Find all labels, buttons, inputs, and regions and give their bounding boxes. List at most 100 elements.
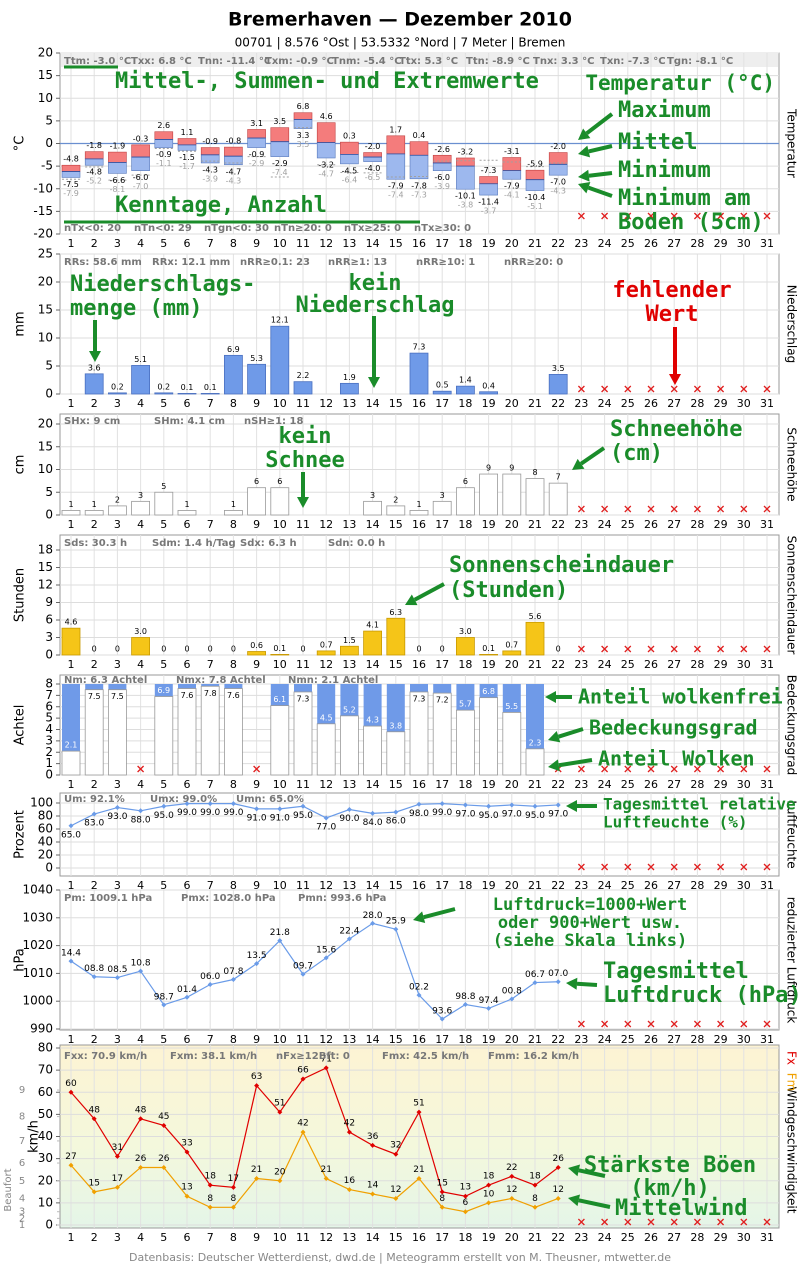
x-tick-label: 3 xyxy=(114,1231,121,1244)
value-label: 48 xyxy=(135,1105,147,1115)
value-label: 65.0 xyxy=(61,830,81,840)
x-tick-label: 7 xyxy=(207,1231,214,1244)
annotation: Boden (5cm) xyxy=(618,210,764,235)
side-label: Temperatur xyxy=(785,108,799,178)
x-tick-label: 27 xyxy=(667,879,681,892)
x-tick-label: 13 xyxy=(342,518,356,531)
missing-marker xyxy=(693,505,701,513)
x-tick-label: 29 xyxy=(714,1231,728,1244)
value-label: 1 xyxy=(68,500,73,509)
x-tick-label: 30 xyxy=(737,778,751,791)
stat: nFx≥12Bft: 0 xyxy=(276,1051,350,1062)
x-tick-label: 5 xyxy=(160,879,167,892)
min-label: -2.9 xyxy=(272,159,288,168)
max-mean-box xyxy=(525,169,545,180)
annotation: Mittelwind xyxy=(615,1196,747,1221)
value-label: 99.0 xyxy=(432,808,452,818)
value-label: 6 xyxy=(254,477,259,486)
x-tick-label: 2 xyxy=(91,658,98,671)
x-tick-label: 12 xyxy=(319,1033,333,1046)
missing-marker xyxy=(740,863,748,871)
ground-min-label: -1.7 xyxy=(179,162,195,171)
min-label: -7.9 xyxy=(504,182,520,191)
point xyxy=(323,955,329,961)
x-tick-label: 13 xyxy=(342,1033,356,1046)
point xyxy=(555,802,561,808)
missing-marker xyxy=(693,385,701,393)
x-tick-label: 10 xyxy=(273,1231,287,1244)
x-tick-label: 12 xyxy=(319,397,333,410)
x-tick-label: 8 xyxy=(230,397,237,410)
y-tick-label: 1040 xyxy=(22,883,53,897)
x-tick-label: 22 xyxy=(551,879,565,892)
max-mean-box xyxy=(363,152,382,158)
annotation: Schnee xyxy=(265,448,344,473)
x-tick-label: 11 xyxy=(296,1231,310,1244)
stat: Sdm: 1.4 h/Tag xyxy=(152,538,236,549)
annotation-arrow xyxy=(558,758,593,768)
missing-marker xyxy=(763,1218,771,1226)
value-label: 12 xyxy=(552,1185,563,1195)
x-tick-label: 9 xyxy=(253,658,260,671)
point xyxy=(509,802,515,808)
x-tick-label: 9 xyxy=(253,1033,260,1046)
x-tick-label: 21 xyxy=(528,397,542,410)
x-tick-label: 17 xyxy=(435,1231,449,1244)
point xyxy=(254,806,260,812)
missing-marker xyxy=(740,765,748,773)
stat: Pm: 1009.1 hPa xyxy=(64,893,152,904)
value-label: 97.0 xyxy=(548,809,568,819)
x-tick-label: 14 xyxy=(366,1231,380,1244)
stat-bottom: nTx<0: 20 xyxy=(64,223,121,234)
annotation-arrow xyxy=(413,582,445,602)
y-axis-label: mm xyxy=(13,311,28,336)
missing-marker xyxy=(693,765,701,773)
stat: RRs: 58.6 mm xyxy=(64,257,142,268)
missing-marker xyxy=(577,505,585,513)
cloud-part xyxy=(363,725,383,776)
value-label: 0.4 xyxy=(482,381,495,390)
value-label: 18 xyxy=(204,1172,216,1182)
max-label: -0.8 xyxy=(226,137,242,146)
x-tick-label: 28 xyxy=(690,658,704,671)
x-tick-label: 10 xyxy=(273,1033,287,1046)
x-tick-label: 28 xyxy=(690,237,704,250)
x-tick-label: 1 xyxy=(68,397,75,410)
value-label: 7.3 xyxy=(297,694,310,703)
missing-marker xyxy=(577,1020,585,1028)
ground-min-label: -3.8 xyxy=(458,201,474,210)
missing-marker xyxy=(647,863,655,871)
missing-marker xyxy=(670,1020,678,1028)
point xyxy=(555,1164,561,1170)
point xyxy=(370,920,376,926)
x-tick-label: 4 xyxy=(137,1033,144,1046)
value-label: 8 xyxy=(532,468,537,477)
value-label: 4.6 xyxy=(65,618,78,627)
max-label: 3.1 xyxy=(250,119,263,128)
missing-marker xyxy=(601,212,609,220)
missing-marker xyxy=(137,765,145,773)
x-tick-label: 26 xyxy=(644,1231,658,1244)
footer: Datenbasis: Deutscher Wetterdienst, dwd.… xyxy=(129,1251,671,1264)
point xyxy=(68,1162,74,1168)
point xyxy=(532,1204,538,1210)
max-label: 1.1 xyxy=(181,128,194,137)
stat: Ttx: 5.3 °C xyxy=(399,56,458,67)
x-tick-label: 8 xyxy=(230,658,237,671)
y-tick-label: 10 xyxy=(38,91,53,105)
x-tick-label: 4 xyxy=(137,237,144,250)
y-tick-label: 40 xyxy=(38,1129,53,1143)
annotation-arrowhead xyxy=(405,594,418,606)
value-label: 17 xyxy=(228,1174,239,1184)
missing-marker xyxy=(601,385,609,393)
max-label: 3.5 xyxy=(273,117,286,126)
stat: Fxm: 38.1 km/h xyxy=(170,1051,257,1062)
min-label: -0.9 xyxy=(156,150,172,159)
value-label: 0.1 xyxy=(181,383,194,392)
x-tick-label: 19 xyxy=(482,879,496,892)
missing-marker xyxy=(601,1020,609,1028)
x-tick-label: 19 xyxy=(482,518,496,531)
point xyxy=(277,1109,283,1115)
value-label: 15.6 xyxy=(316,945,336,955)
y-tick-label: 12 xyxy=(38,578,53,592)
